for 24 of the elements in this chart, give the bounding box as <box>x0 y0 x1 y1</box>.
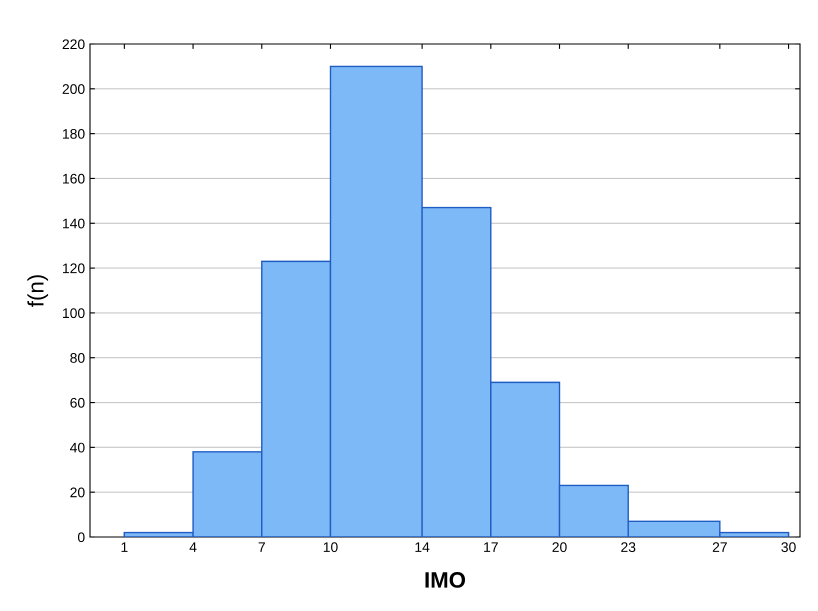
y-tick-label: 60 <box>70 398 85 408</box>
x-tick-label: 20 <box>552 542 567 552</box>
y-tick-label: 100 <box>63 308 85 318</box>
x-tick-label: 23 <box>621 542 636 552</box>
y-tick-label: 20 <box>70 488 85 498</box>
x-tick-label: 30 <box>781 542 796 552</box>
x-tick-label: 7 <box>258 542 265 552</box>
y-tick-label: 220 <box>62 39 85 50</box>
x-tick-label: 14 <box>415 542 430 552</box>
x-tick-label: 27 <box>712 542 727 552</box>
y-axis-title: f(n) <box>27 275 48 307</box>
y-tick-label: 140 <box>63 218 85 228</box>
x-tick-label: 10 <box>324 542 338 552</box>
x-tick-label: 17 <box>484 542 498 552</box>
y-tick-label: 200 <box>62 84 85 94</box>
x-tick-label: 4 <box>190 542 197 552</box>
y-tick-label: 160 <box>63 174 85 184</box>
y-tick-label: 0 <box>78 532 85 542</box>
x-axis-title: IMO <box>426 572 466 588</box>
y-tick-label: 40 <box>70 442 85 453</box>
y-tick-label: 120 <box>63 263 85 274</box>
y-tick-label: 80 <box>70 353 85 363</box>
y-tick-label: 180 <box>63 128 85 139</box>
x-tick-label: 1 <box>122 542 128 552</box>
